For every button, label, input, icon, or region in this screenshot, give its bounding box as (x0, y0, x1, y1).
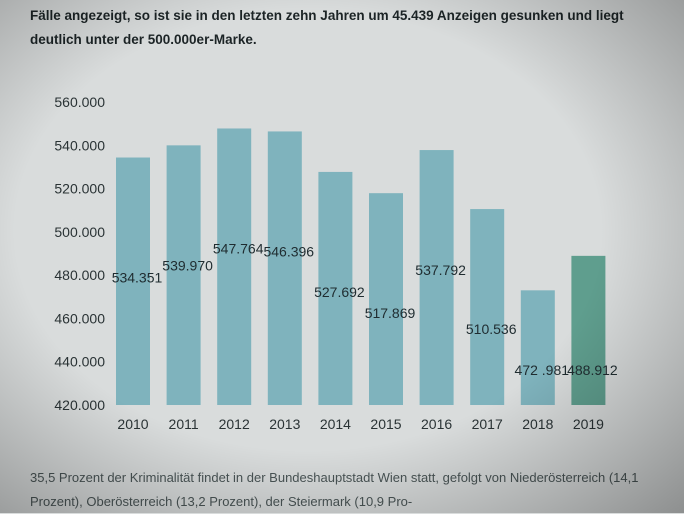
x-tick-label: 2015 (370, 416, 401, 432)
x-tick-label: 2014 (320, 416, 351, 432)
bar-2017 (470, 209, 505, 405)
bar-2019 (571, 255, 606, 405)
data-label: 534.351 (112, 270, 163, 286)
bar-2016 (419, 150, 454, 405)
x-tick-label: 2017 (472, 416, 503, 432)
y-tick-label: 520.000 (54, 181, 105, 197)
bars (116, 128, 606, 406)
bar-2012 (217, 128, 252, 405)
x-tick-label: 2010 (117, 416, 148, 432)
y-tick-label: 480.000 (54, 267, 105, 283)
x-tick-label: 2012 (219, 416, 250, 432)
intro-paragraph: Fälle angezeigt, so ist sie in den letzt… (30, 8, 624, 47)
y-tick-label: 460.000 (54, 310, 105, 326)
y-tick-label: 440.000 (54, 354, 105, 370)
y-tick-label: 540.000 (54, 137, 105, 153)
bar-2010 (116, 157, 150, 405)
x-tick-label: 2011 (169, 416, 199, 432)
data-label: 472 .981 (515, 362, 570, 378)
x-tick-label: 2019 (573, 416, 604, 432)
x-tick-label: 2016 (421, 416, 452, 432)
y-tick-label: 560.000 (54, 94, 105, 110)
bar-2011 (166, 145, 201, 405)
data-label: 488.912 (567, 362, 618, 378)
data-label: 517.869 (365, 305, 416, 321)
bar-2013 (267, 131, 302, 406)
bar-2018 (520, 290, 555, 405)
chart-container: 420.000 440.000 460.000 480.000 500.000 520.0… (0, 80, 684, 450)
y-tick-label: 420.000 (54, 397, 105, 413)
bar-chart: 420.000 440.000 460.000 480.000 500.000 520.0… (54, 94, 618, 432)
x-axis: 2010 2011 2012 2013 2014 2015 2016 2017 2018 2019 (117, 416, 604, 432)
x-tick-label: 2013 (269, 416, 300, 432)
bar-2014 (318, 171, 353, 405)
data-label: 527.692 (314, 284, 365, 300)
data-label: 547.764 (213, 240, 264, 256)
data-label: 539.970 (162, 257, 213, 273)
y-tick-label: 500.000 (54, 224, 105, 240)
bar-2015 (369, 193, 403, 405)
data-label: 546.396 (263, 243, 314, 259)
footer-paragraph: 35,5 Prozent der Kriminalität findet in … (30, 470, 639, 509)
x-tick-label: 2018 (522, 416, 553, 432)
data-label: 537.792 (415, 262, 466, 278)
data-label: 510.536 (466, 321, 517, 337)
y-axis: 420.000 440.000 460.000 480.000 500.000 520.0… (54, 94, 105, 413)
